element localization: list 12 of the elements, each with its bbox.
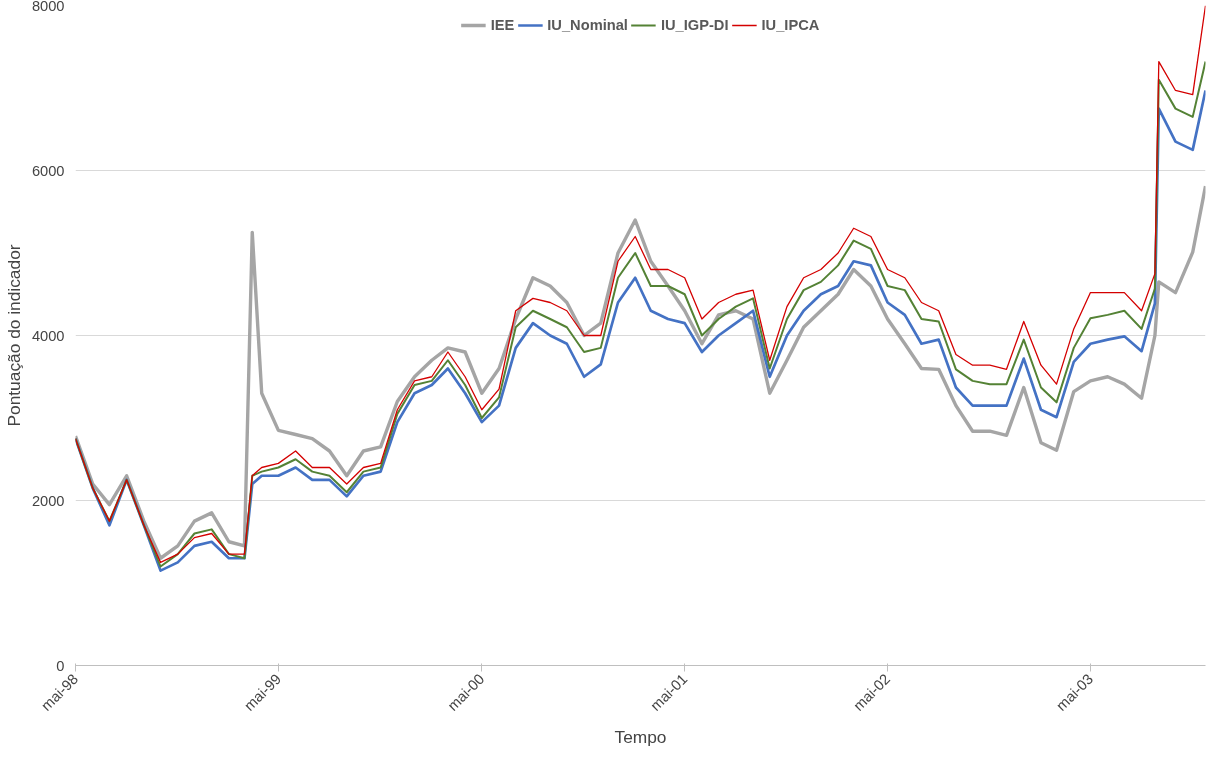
line-series: [75, 184, 1206, 560]
x-axis-title: Tempo: [614, 727, 667, 748]
y-tick-label: 8000: [31, 0, 65, 14]
y-tick-label: 4000: [31, 327, 65, 344]
y-tick-label: 2000: [31, 492, 65, 509]
legend-label: IU_IGP-DI: [660, 17, 729, 33]
legend-label: IU_Nominal: [547, 17, 628, 33]
y-axis-title: Pontuação do indicador: [3, 244, 24, 427]
legend-label: IU_IPCA: [761, 17, 820, 33]
legend-label: IEE: [490, 17, 515, 33]
y-tick-label: 6000: [31, 162, 65, 179]
y-tick-label: 0: [56, 657, 65, 674]
